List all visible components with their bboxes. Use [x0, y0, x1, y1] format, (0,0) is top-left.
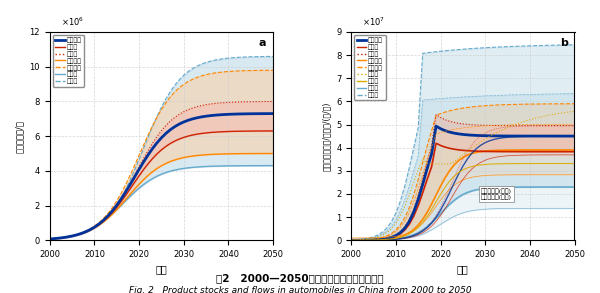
- Text: Fig. 2   Product stocks and flows in automobiles in China from 2000 to 2050: Fig. 2 Product stocks and flows in autom…: [128, 286, 472, 293]
- X-axis label: 年份: 年份: [155, 265, 167, 275]
- Y-axis label: 汽车理论需求量/报废量/(辆/年): 汽车理论需求量/报废量/(辆/年): [322, 101, 331, 171]
- Legend: 中等水平, 少大旧, 多人白, 低保有量, 高保有量, 短寿命, 长寿命, 最小值, 最大值: 中等水平, 少大旧, 多人白, 低保有量, 高保有量, 短寿命, 长寿命, 最小…: [355, 35, 386, 100]
- X-axis label: 年份: 年份: [457, 265, 469, 275]
- Text: a: a: [259, 38, 266, 48]
- Y-axis label: 汽车保有量/辆: 汽车保有量/辆: [15, 120, 24, 153]
- Text: 理论需求量(粗线)
理论报废量(细线): 理论需求量(粗线) 理论报废量(细线): [481, 188, 512, 200]
- Text: $\times10^6$: $\times10^6$: [61, 15, 84, 28]
- Legend: 中等水平, 少人口, 多人口, 低保有量, 高保有量, 最小值, 最大值: 中等水平, 少人口, 多人口, 低保有量, 高保有量, 最小值, 最大值: [53, 35, 84, 87]
- Text: 图2   2000—2050年全国汽车在用存量和流量: 图2 2000—2050年全国汽车在用存量和流量: [216, 273, 384, 283]
- Text: $\times10^7$: $\times10^7$: [362, 15, 385, 28]
- Text: b: b: [560, 38, 568, 48]
